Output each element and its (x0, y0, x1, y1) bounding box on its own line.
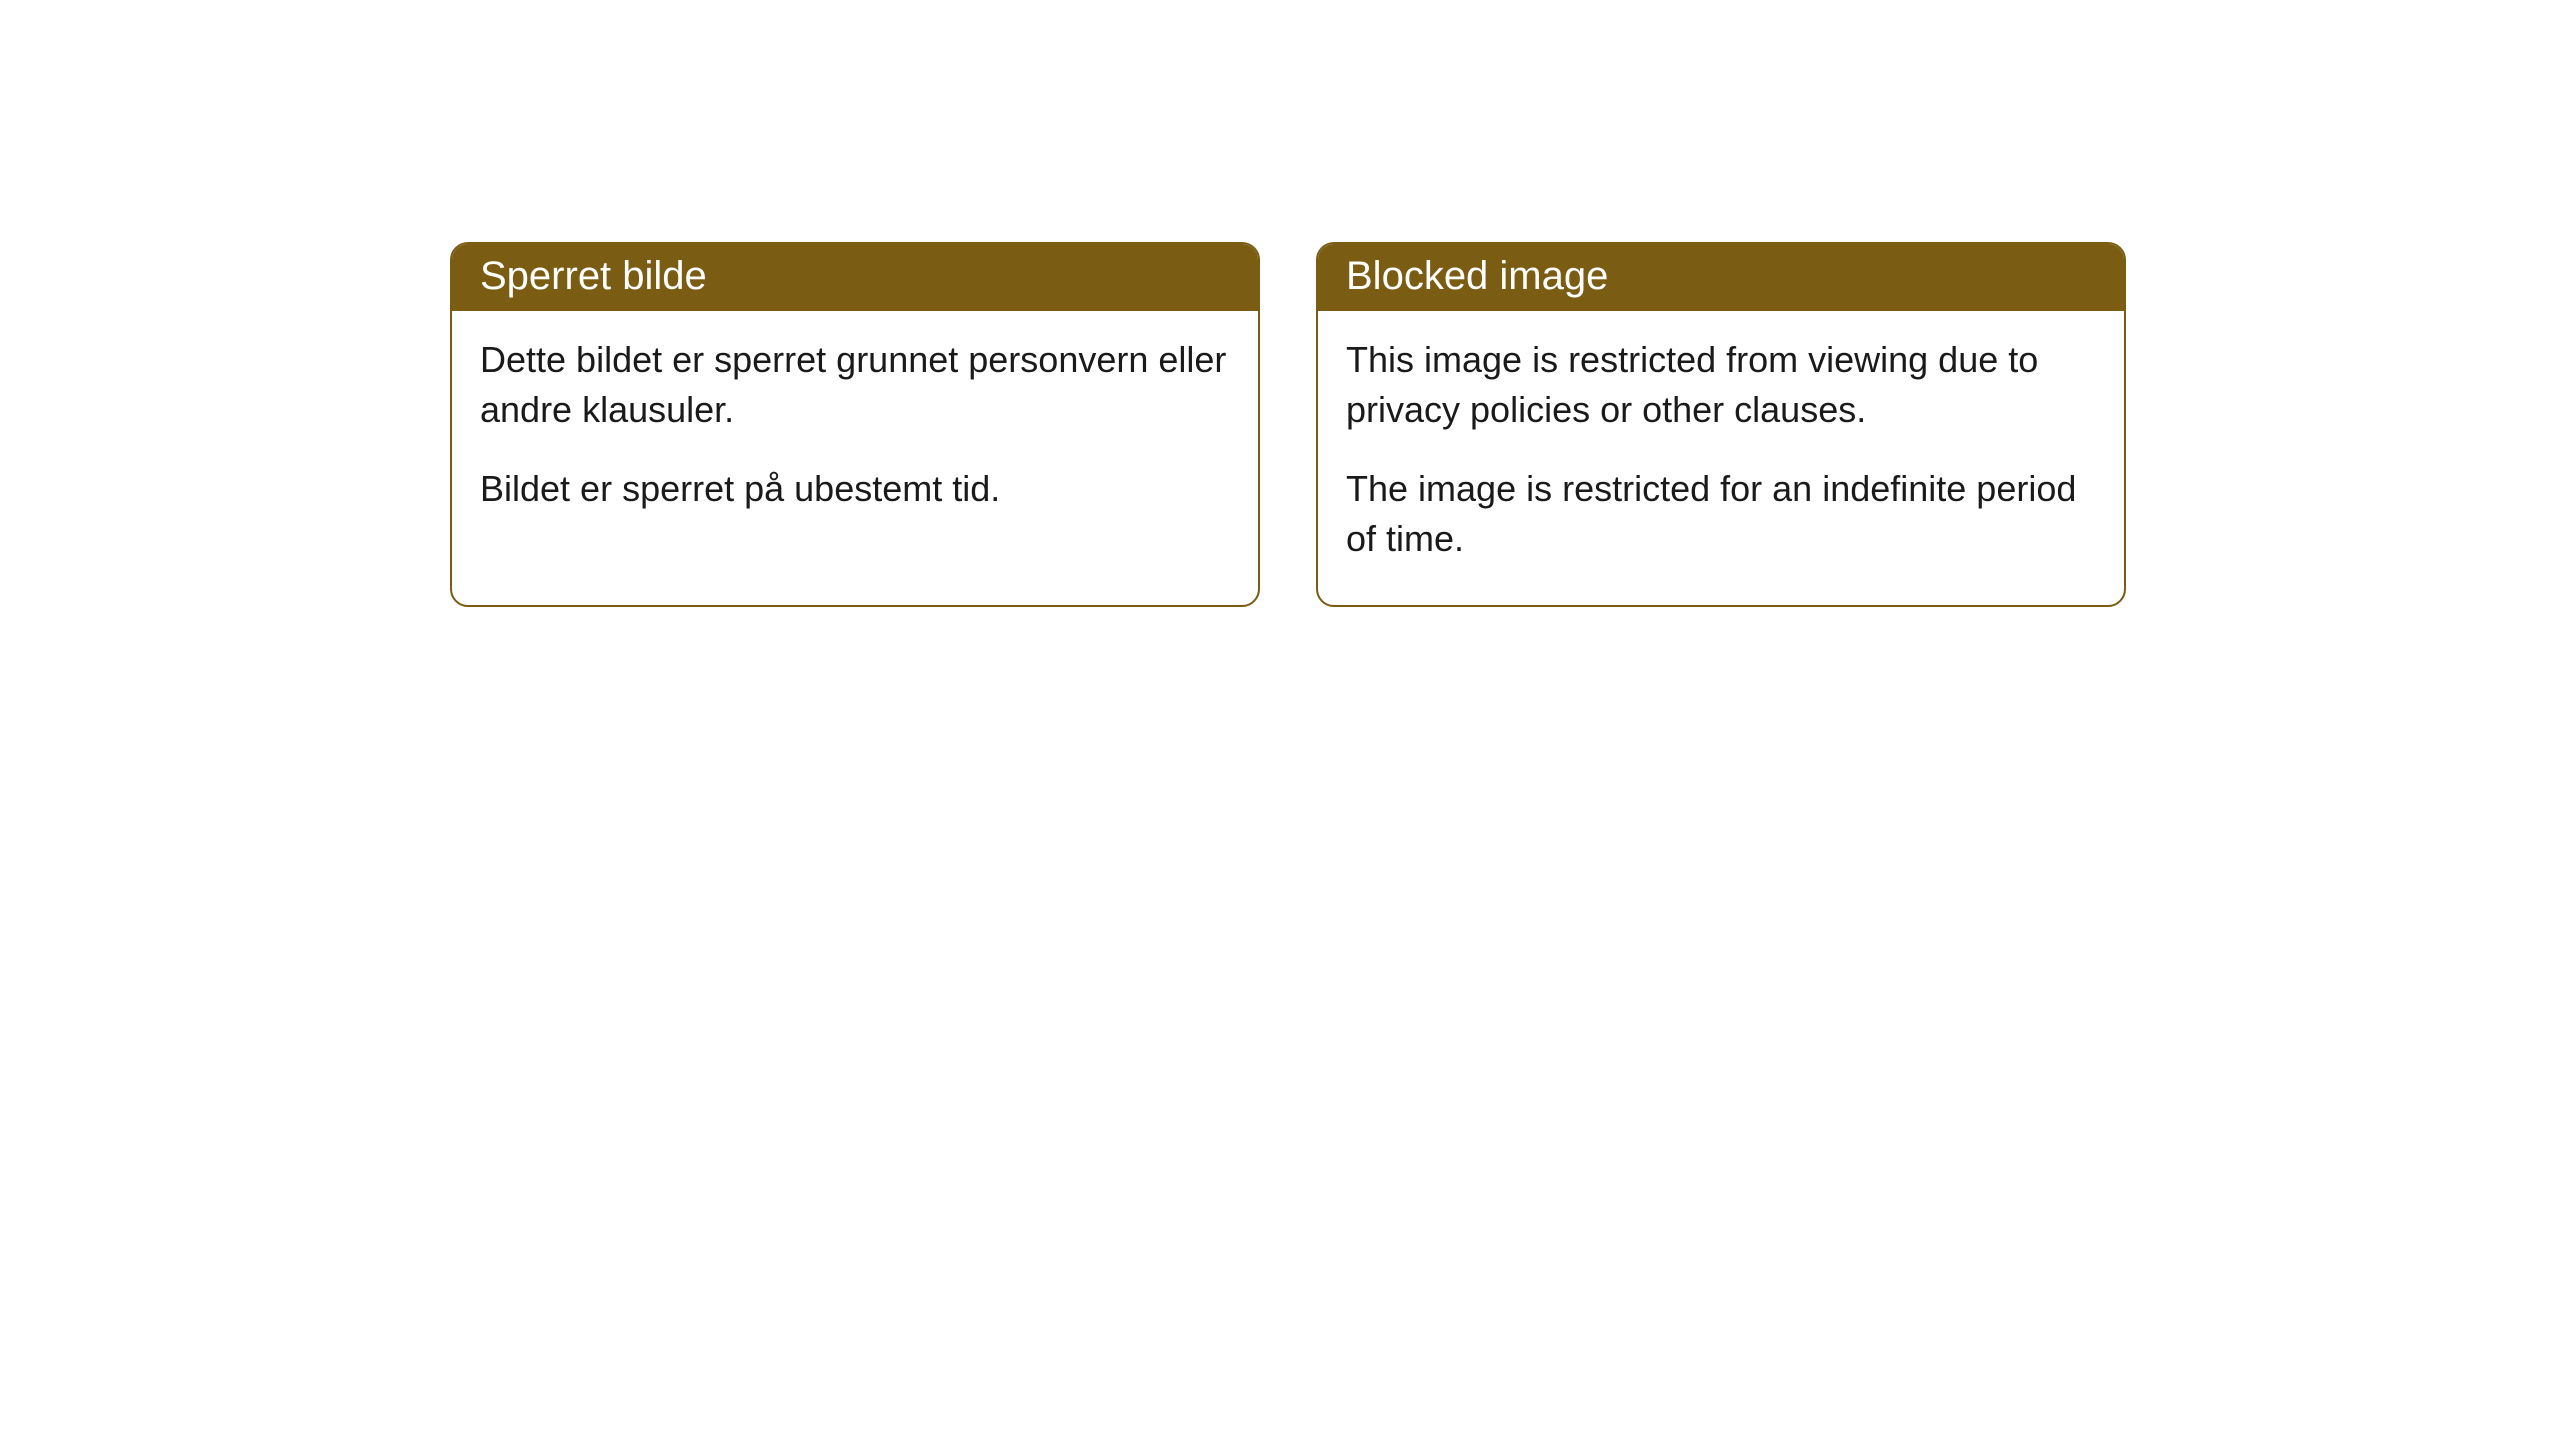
card-title: Blocked image (1346, 254, 1608, 298)
card-header: Blocked image (1318, 244, 2124, 311)
card-title: Sperret bilde (480, 254, 707, 298)
card-paragraph: This image is restricted from viewing du… (1346, 335, 2096, 436)
card-paragraph: The image is restricted for an indefinit… (1346, 464, 2096, 565)
card-paragraph: Bildet er sperret på ubestemt tid. (480, 464, 1230, 514)
card-body: This image is restricted from viewing du… (1318, 311, 2124, 605)
notice-cards-container: Sperret bilde Dette bildet er sperret gr… (450, 242, 2126, 607)
card-body: Dette bildet er sperret grunnet personve… (452, 311, 1258, 554)
notice-card-english: Blocked image This image is restricted f… (1316, 242, 2126, 607)
card-paragraph: Dette bildet er sperret grunnet personve… (480, 335, 1230, 436)
card-header: Sperret bilde (452, 244, 1258, 311)
notice-card-norwegian: Sperret bilde Dette bildet er sperret gr… (450, 242, 1260, 607)
